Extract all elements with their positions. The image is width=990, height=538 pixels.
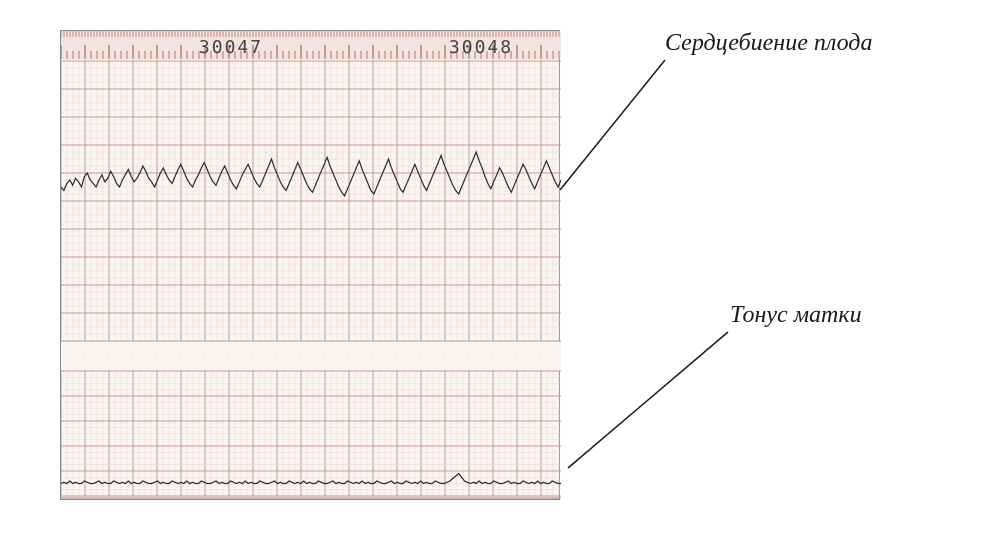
fhr-panel	[61, 61, 561, 341]
toco-panel	[61, 371, 561, 496]
ctg-svg: 30047 30048	[61, 31, 561, 501]
fhr-label: Сердцебиение плода	[665, 30, 872, 57]
fhr-arrow	[560, 60, 665, 190]
fhr-trace	[61, 152, 561, 196]
svg-text:30047: 30047	[199, 37, 263, 58]
toco-label: Тонус матки	[730, 302, 862, 329]
svg-text:30048: 30048	[449, 37, 513, 58]
toco-arrow	[568, 332, 728, 468]
gap-strip	[61, 341, 561, 371]
ruler-band: 30047 30048	[61, 31, 561, 59]
toco-trace	[61, 474, 561, 484]
ctg-strip: 30047 30048	[60, 30, 560, 500]
